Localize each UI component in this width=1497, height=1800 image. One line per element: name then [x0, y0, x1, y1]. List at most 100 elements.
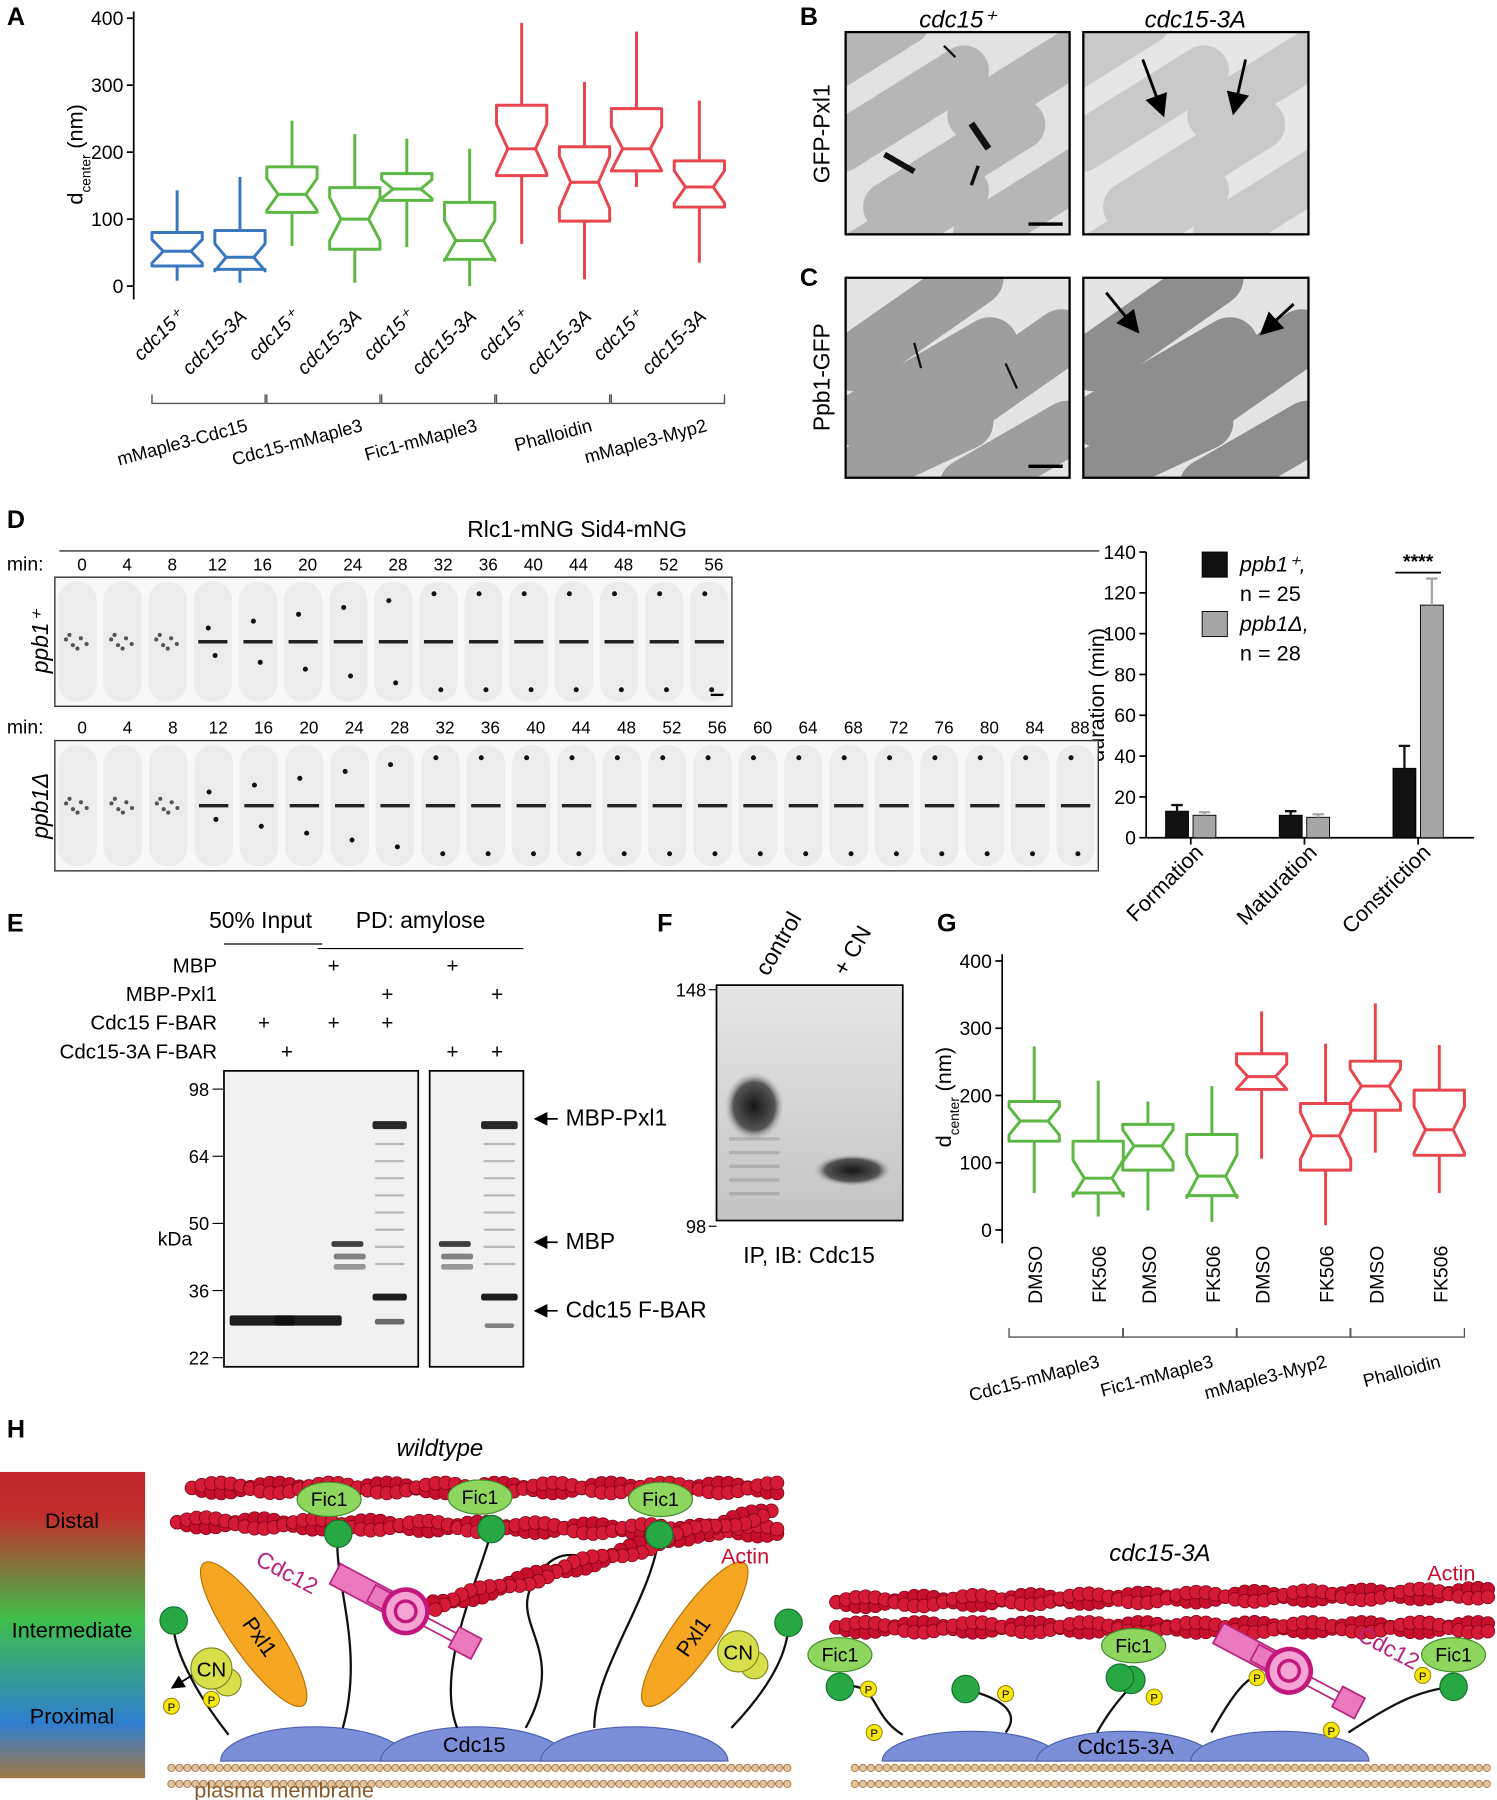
spindle-pole: [476, 591, 482, 597]
cdc12: [328, 1562, 483, 1661]
spindle-pole: [750, 755, 756, 761]
lipid-head: [199, 1779, 208, 1788]
significance: ****: [1403, 551, 1434, 573]
time-point: 64: [798, 718, 818, 738]
lipid-head: [866, 1779, 875, 1788]
spindle-pole: [393, 680, 399, 686]
lipid-head: [679, 1763, 688, 1772]
arrow: [1259, 303, 1295, 336]
lipid-head: [735, 1779, 744, 1788]
fic1-label: Fic1: [1115, 1635, 1152, 1657]
box: [1412, 1088, 1466, 1157]
time-point: 4: [122, 554, 132, 574]
error-bar: [1398, 744, 1411, 769]
x-tick-label: Formation: [1121, 840, 1208, 927]
lipid-head: [479, 1779, 488, 1788]
lipid-head: [1314, 1779, 1323, 1788]
phospho-label: P: [208, 1695, 216, 1707]
gel-band: [481, 1293, 518, 1301]
spindle-pole: [394, 844, 400, 850]
cdc12-domain: [447, 1625, 483, 1661]
box: [495, 103, 549, 178]
node-signal: [161, 643, 166, 648]
gel-band: [483, 1228, 516, 1231]
lipid-head: [655, 1763, 664, 1772]
spindle-pole: [660, 755, 666, 761]
lipid-head: [415, 1779, 424, 1788]
ring-signal: [1004, 363, 1019, 390]
node-signal: [112, 632, 117, 637]
mw-marker: 36: [189, 1280, 209, 1301]
lipid-head: [535, 1763, 544, 1772]
lipid-head: [1442, 1763, 1451, 1772]
spindle-pole: [521, 591, 527, 597]
lipid-head: [671, 1779, 680, 1788]
phospho: [860, 1680, 877, 1698]
lipid-head: [890, 1763, 899, 1772]
box: [380, 172, 434, 202]
lipid-head: [383, 1763, 392, 1772]
lipid-head: [1122, 1779, 1131, 1788]
group-bracket: [266, 394, 381, 405]
lipid-head: [978, 1779, 987, 1788]
fic1: [1421, 1637, 1487, 1673]
cdc12-linker: [425, 1616, 457, 1634]
spindle-pole: [667, 851, 673, 857]
fic1-label: Fic1: [462, 1487, 499, 1509]
lipid-head: [167, 1763, 176, 1772]
spindle-pole: [205, 625, 211, 631]
lipid-head: [615, 1763, 624, 1772]
gel-band: [483, 1142, 516, 1146]
lipid-head: [599, 1763, 608, 1772]
group-bracket: [1349, 1327, 1466, 1338]
lipid-head: [487, 1779, 496, 1788]
box: [1348, 1059, 1402, 1112]
sh3-domain: [774, 1608, 803, 1638]
cdc15-dimer: [881, 1730, 1062, 1762]
lipid-head: [279, 1763, 288, 1772]
lipid-head: [599, 1779, 608, 1788]
arrow: [1105, 291, 1140, 334]
fic1: [447, 1479, 513, 1515]
node-signal: [120, 646, 125, 651]
lipid-head: [1202, 1763, 1211, 1772]
lipid-head: [1450, 1779, 1459, 1788]
row-label: Ppb1-GFP: [809, 323, 835, 431]
node-signal: [78, 800, 84, 805]
lipid-head: [1146, 1763, 1155, 1772]
lipid-head: [639, 1779, 648, 1788]
legend-n: n = 25: [1240, 581, 1301, 606]
cdc12-linker: [1308, 1675, 1340, 1694]
box: [150, 231, 204, 268]
lipid-head: [1258, 1763, 1267, 1772]
box: [265, 165, 319, 214]
pxl1: [199, 1561, 308, 1708]
ring-signal: [969, 165, 980, 186]
cell: [1083, 277, 1244, 392]
time-point: 36: [479, 554, 498, 574]
bar: [1278, 814, 1303, 839]
gel-band: [374, 1228, 405, 1231]
lipid-head: [994, 1779, 1003, 1788]
fic1-label: Fic1: [822, 1645, 859, 1667]
spindle-pole: [611, 591, 618, 597]
lipid-head: [559, 1763, 568, 1772]
formin-ring: [393, 1599, 418, 1624]
group-label: Cdc15-mMaple3: [230, 414, 365, 469]
lipid-head: [167, 1779, 176, 1788]
lipid-head: [775, 1763, 784, 1772]
lipid-head: [954, 1779, 963, 1788]
time-point: 28: [388, 554, 407, 574]
spindle-pole: [258, 823, 264, 829]
time-point: 8: [168, 718, 178, 738]
error-bar: [1312, 813, 1324, 818]
lipid-head: [719, 1779, 728, 1788]
spindle-pole: [431, 591, 437, 597]
caption: IP, IB: Cdc15: [743, 1242, 875, 1268]
box: [1234, 1052, 1289, 1091]
spindle-pole: [614, 755, 620, 761]
time-point: 88: [1071, 718, 1090, 738]
node-signal: [109, 637, 114, 642]
lipid-head: [503, 1779, 512, 1788]
